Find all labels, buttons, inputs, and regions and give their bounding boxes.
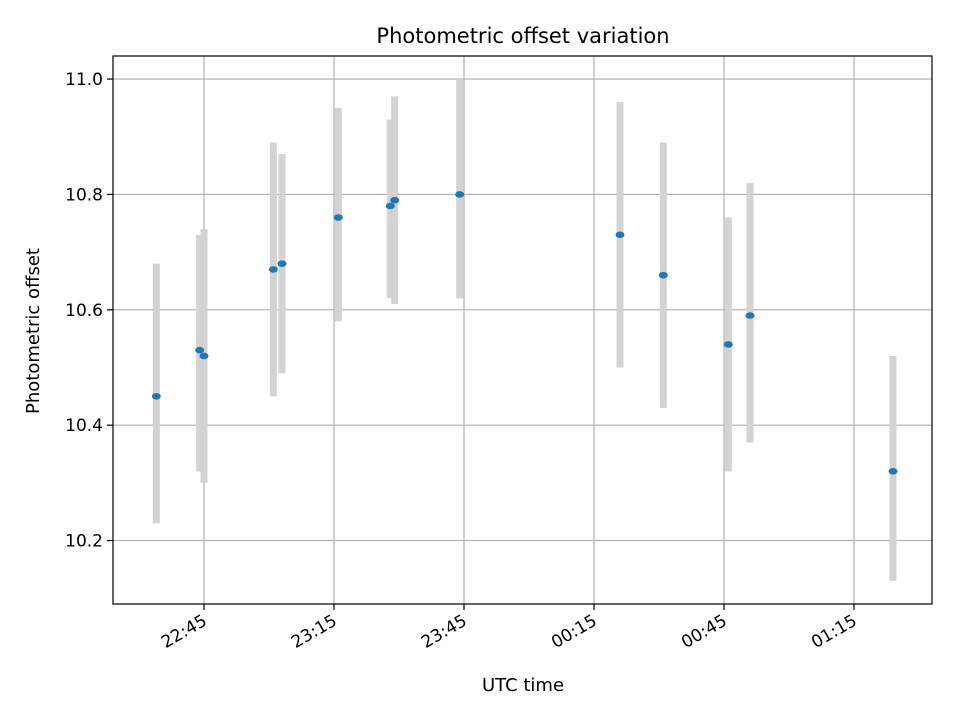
- data-point: [745, 312, 755, 319]
- y-tick-label: 10.8: [65, 185, 103, 205]
- data-point: [268, 266, 278, 273]
- plot-frame: [112, 55, 933, 605]
- y-tick-label: 10.2: [65, 532, 103, 552]
- data-point: [385, 202, 395, 210]
- chart-title: Photometric offset variation: [376, 24, 669, 48]
- data-point: [195, 346, 205, 354]
- y-tick-label: 10.4: [65, 416, 103, 436]
- data-point: [277, 260, 287, 267]
- data-point: [199, 352, 209, 360]
- y-axis-title: Photometric offset: [23, 248, 44, 414]
- plot-area: [112, 55, 933, 605]
- data-point: [455, 191, 465, 198]
- data-point: [723, 341, 733, 348]
- x-axis-title: UTC time: [482, 675, 564, 696]
- data-point: [390, 196, 400, 204]
- data-point: [333, 214, 343, 221]
- data-point: [151, 393, 161, 400]
- y-tick-label: 10.6: [65, 301, 103, 321]
- data-point: [888, 468, 898, 475]
- data-points: [151, 191, 898, 475]
- y-axis-ticks: 10.2 10.4 10.6 10.8 11.0: [65, 70, 113, 552]
- y-tick-label: 11.0: [65, 70, 103, 90]
- data-point: [615, 231, 625, 239]
- data-point: [658, 271, 668, 279]
- grid: [113, 56, 932, 604]
